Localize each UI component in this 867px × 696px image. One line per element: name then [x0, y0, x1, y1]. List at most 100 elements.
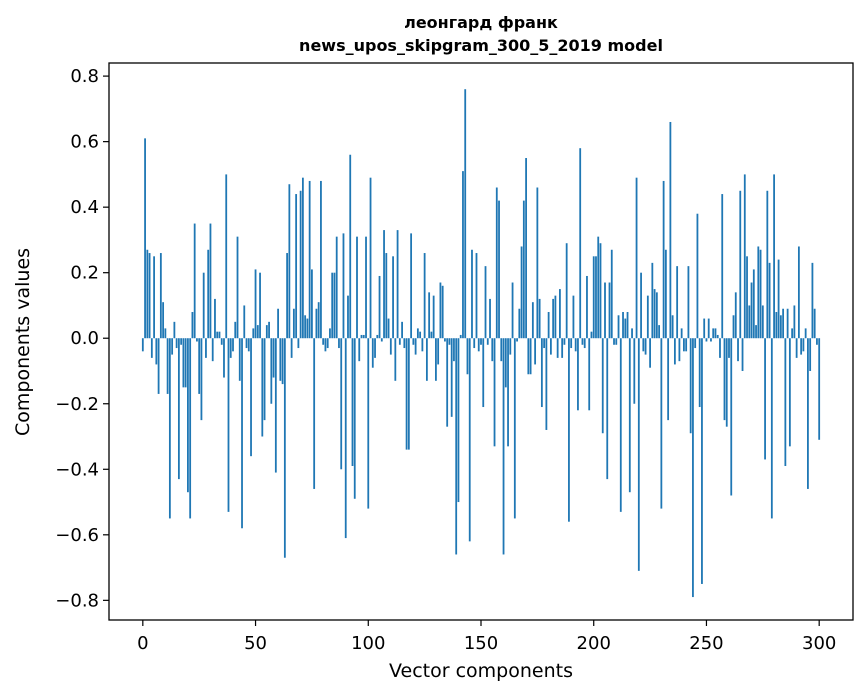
bar-component-16: [177, 338, 180, 480]
bar-component-7: [157, 338, 160, 394]
bar-component-251: [707, 318, 710, 339]
bar-component-135: [446, 338, 449, 427]
bar-component-208: [610, 249, 613, 339]
bar-component-39: [229, 338, 232, 358]
bar-component-60: [277, 308, 279, 339]
bar-component-142: [462, 171, 464, 339]
bar-component-144: [466, 338, 469, 375]
bar-component-3: [148, 253, 151, 339]
bar-component-296: [809, 338, 812, 371]
chart-title-line-2: news_upos_skipgram_300_5_2019 model: [299, 36, 663, 55]
bar-component-209: [613, 338, 615, 345]
bar-component-117: [405, 338, 408, 450]
bar-component-180: [547, 312, 550, 339]
bar-component-154: [489, 298, 491, 339]
bar-component-124: [421, 338, 424, 352]
bar-component-174: [534, 338, 537, 365]
bar-component-214: [624, 318, 627, 339]
bar-component-122: [416, 328, 419, 339]
bar-component-26: [200, 338, 203, 421]
bar-component-108: [385, 253, 388, 339]
bar-component-6: [155, 338, 158, 365]
bar-component-182: [552, 298, 555, 339]
bar-component-243: [689, 338, 692, 434]
bar-component-279: [770, 338, 773, 519]
bar-component-78: [317, 302, 320, 339]
bar-component-190: [570, 338, 573, 349]
bar-component-80: [322, 338, 325, 345]
bar-component-52: [259, 272, 261, 339]
bar-component-287: [788, 338, 791, 447]
bar-component-294: [804, 328, 807, 339]
bar-component-110: [389, 338, 392, 355]
bar-component-297: [811, 262, 814, 339]
bar-component-44: [241, 338, 243, 529]
bar-component-133: [441, 285, 444, 339]
bar-component-86: [335, 236, 338, 339]
bar-component-244: [692, 338, 694, 598]
bar-component-236: [673, 338, 676, 365]
bar-component-19: [184, 338, 187, 388]
bar-component-128: [430, 331, 433, 339]
bar-component-274: [759, 249, 762, 339]
bar-component-9: [162, 302, 165, 339]
bar-component-42: [236, 236, 239, 339]
bar-component-290: [795, 338, 798, 358]
bar-component-286: [786, 308, 789, 339]
bar-component-49: [252, 328, 255, 339]
bar-component-0: [141, 338, 144, 352]
bar-component-169: [522, 200, 525, 339]
bar-component-116: [403, 338, 406, 349]
x-tick-label: 300: [802, 633, 836, 654]
bar-component-140: [457, 338, 460, 503]
bar-component-4: [150, 338, 153, 358]
bar-component-35: [220, 338, 223, 345]
bar-component-127: [428, 292, 431, 339]
bar-component-73: [306, 318, 309, 339]
bar-component-114: [398, 338, 401, 345]
bar-component-89: [342, 233, 345, 339]
bar-component-87: [338, 338, 340, 349]
y-tick-label: 0.2: [70, 263, 99, 284]
bar-component-170: [525, 158, 527, 339]
bar-component-291: [797, 246, 800, 339]
bar-component-115: [401, 321, 403, 339]
bar-component-93: [351, 338, 354, 466]
bar-component-225: [649, 338, 651, 368]
bar-component-217: [631, 328, 633, 339]
bar-component-184: [556, 338, 559, 358]
bar-component-155: [491, 338, 494, 362]
bar-component-134: [444, 338, 446, 342]
bar-component-272: [755, 325, 757, 339]
bar-component-298: [813, 308, 816, 339]
y-tick-label: −0.8: [55, 590, 99, 611]
bar-component-83: [329, 328, 331, 339]
bar-component-8: [159, 253, 162, 339]
bar-component-163: [509, 338, 512, 355]
bar-component-175: [536, 187, 539, 339]
bar-component-79: [320, 180, 322, 339]
bar-component-284: [782, 308, 785, 339]
bar-component-34: [218, 331, 221, 339]
bar-component-250: [705, 338, 708, 342]
bar-component-48: [250, 338, 252, 457]
bar-component-187: [563, 338, 566, 345]
bar-component-276: [764, 338, 766, 460]
x-tick-label: 100: [351, 633, 385, 654]
bar-component-159: [500, 338, 503, 362]
bar-component-300: [818, 338, 821, 440]
bar-component-216: [628, 338, 631, 493]
bar-component-13: [171, 338, 174, 355]
bar-component-192: [574, 338, 577, 352]
bar-component-36: [223, 338, 225, 378]
bar-component-222: [642, 338, 645, 352]
bar-component-257: [721, 194, 724, 339]
bar-component-171: [527, 338, 530, 375]
bar-component-63: [283, 338, 286, 558]
y-tick-label: 0.8: [70, 66, 99, 87]
bar-component-111: [392, 256, 394, 339]
bar-component-66: [290, 338, 293, 358]
bar-component-189: [568, 338, 570, 522]
bar-component-68: [295, 194, 298, 339]
bar-component-113: [396, 230, 399, 339]
